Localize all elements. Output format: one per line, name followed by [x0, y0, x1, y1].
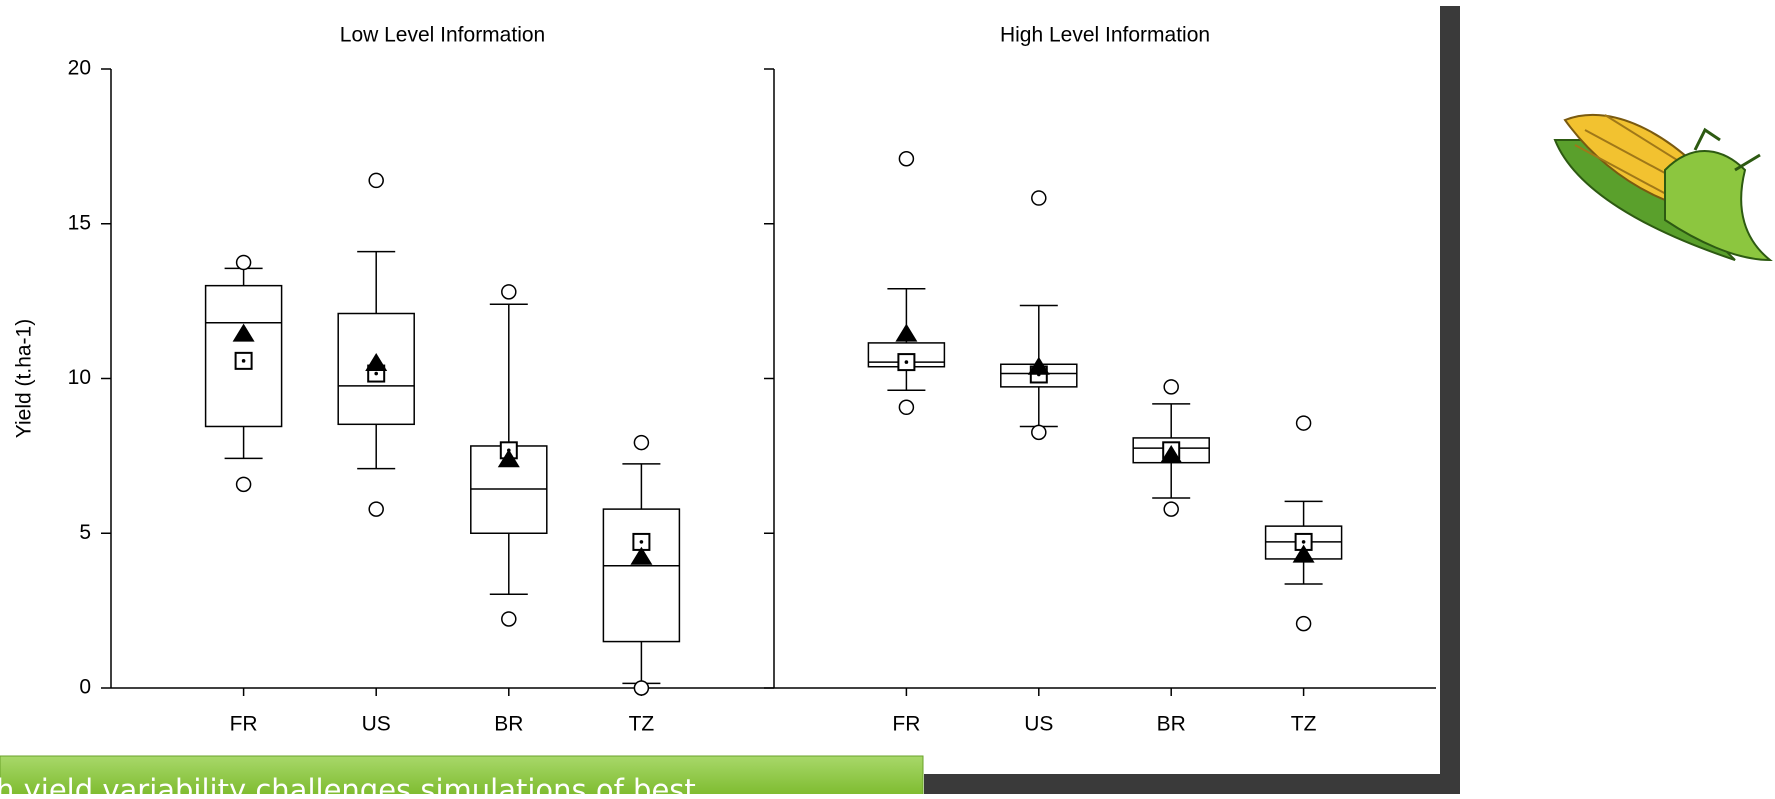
x-tick-label: BR	[1157, 713, 1186, 736]
x-tick-label: US	[1024, 713, 1053, 736]
y-tick-label: 20	[68, 57, 91, 80]
x-tick-label: FR	[230, 713, 258, 736]
outlier	[634, 436, 648, 450]
outlier	[1297, 617, 1311, 631]
panel-title: Low Level Information	[340, 24, 545, 47]
frame-edge	[924, 774, 1460, 794]
x-tick-label: BR	[494, 713, 523, 736]
corn-icon	[1555, 115, 1770, 260]
square-dot	[640, 540, 644, 544]
y-axis-label: Yield (t.ha-1)	[13, 319, 36, 438]
y-tick-label: 0	[79, 676, 91, 699]
outlier	[634, 681, 648, 695]
slide: h yield variability challenges simulatio…	[0, 0, 1775, 794]
outlier	[502, 285, 516, 299]
triangle-marker	[895, 324, 917, 342]
banner-text: h yield variability challenges simulatio…	[0, 773, 696, 794]
outlier	[1032, 191, 1046, 205]
page: {"chart_data": [ {"type": "box", "title"…	[0, 0, 1775, 794]
panel-title: High Level Information	[1000, 24, 1210, 47]
outlier	[899, 400, 913, 414]
outlier	[1032, 425, 1046, 439]
outlier	[1164, 380, 1178, 394]
x-tick-label: TZ	[629, 713, 655, 736]
y-tick-label: 10	[68, 366, 91, 389]
square-dot	[1302, 540, 1306, 544]
y-tick-label: 5	[79, 521, 91, 544]
triangle-marker	[233, 324, 255, 342]
triangle-marker	[365, 353, 387, 371]
outlier	[899, 152, 913, 166]
outlier	[1164, 502, 1178, 516]
outlier	[502, 612, 516, 626]
x-tick-label: US	[362, 713, 391, 736]
outlier	[369, 173, 383, 187]
y-tick-label: 15	[68, 211, 91, 234]
outlier	[369, 502, 383, 516]
box	[603, 509, 679, 641]
frame-edge	[1440, 6, 1460, 794]
outlier	[237, 255, 251, 269]
x-tick-label: TZ	[1291, 713, 1317, 736]
outlier	[237, 477, 251, 491]
square-dot	[374, 372, 378, 376]
square-dot	[242, 359, 246, 363]
x-tick-label: FR	[892, 713, 920, 736]
outlier	[1297, 416, 1311, 430]
square-dot	[905, 360, 909, 364]
